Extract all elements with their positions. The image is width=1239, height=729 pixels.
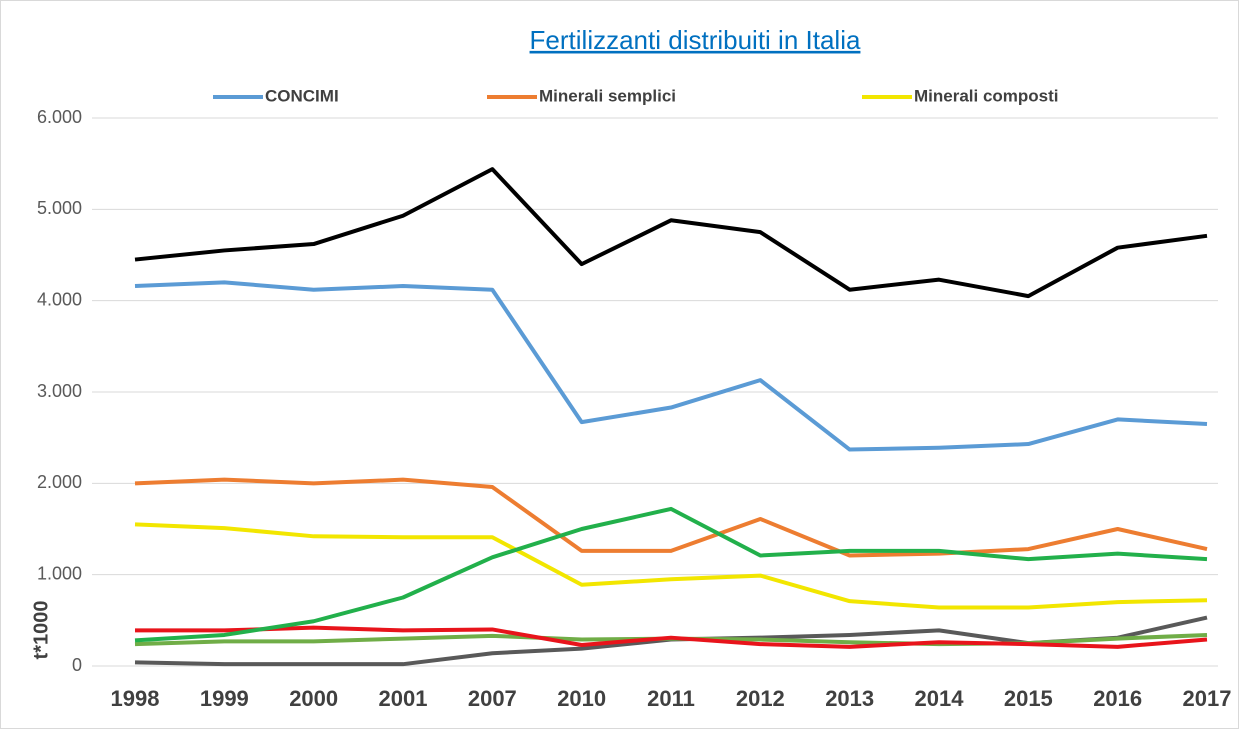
- data-line: [134, 280, 1208, 452]
- x-tick-label: 2001: [379, 686, 428, 711]
- y-tick-label: 0: [72, 655, 82, 675]
- x-tick-label: 2010: [557, 686, 606, 711]
- x-tick-label: 2013: [825, 686, 874, 711]
- data-line: [135, 625, 1208, 649]
- x-tick-label: 2017: [1183, 686, 1232, 711]
- y-tick-label: 2.000: [37, 472, 82, 492]
- legend-label: CONCIMI: [265, 86, 339, 105]
- chart-title: Fertilizzanti distribuiti in Italia: [530, 25, 861, 55]
- x-tick-label: 2011: [647, 686, 695, 711]
- y-axis-label: t*1000: [30, 601, 52, 660]
- data-line: [134, 477, 1208, 558]
- x-tick-label: 2007: [468, 686, 517, 711]
- x-tick-label: 1998: [111, 686, 160, 711]
- x-tick-label: 2000: [289, 686, 338, 711]
- y-tick-label: 5.000: [37, 198, 82, 218]
- y-tick-label: 6.000: [37, 107, 82, 127]
- data-line: [134, 167, 1208, 299]
- data-line: [134, 522, 1208, 610]
- data-line: [134, 506, 1208, 643]
- x-tick-label: 2012: [736, 686, 785, 711]
- y-tick-label: 1.000: [37, 563, 82, 583]
- x-tick-label: 2016: [1093, 686, 1142, 711]
- legend-label: Minerali composti: [914, 86, 1059, 105]
- y-tick-label: 3.000: [37, 381, 82, 401]
- x-tick-label: 2014: [915, 686, 965, 711]
- y-tick-label: 4.000: [37, 289, 82, 309]
- x-tick-label: 1999: [200, 686, 249, 711]
- legend-label: Minerali semplici: [539, 86, 676, 105]
- x-tick-label: 2015: [1004, 686, 1053, 711]
